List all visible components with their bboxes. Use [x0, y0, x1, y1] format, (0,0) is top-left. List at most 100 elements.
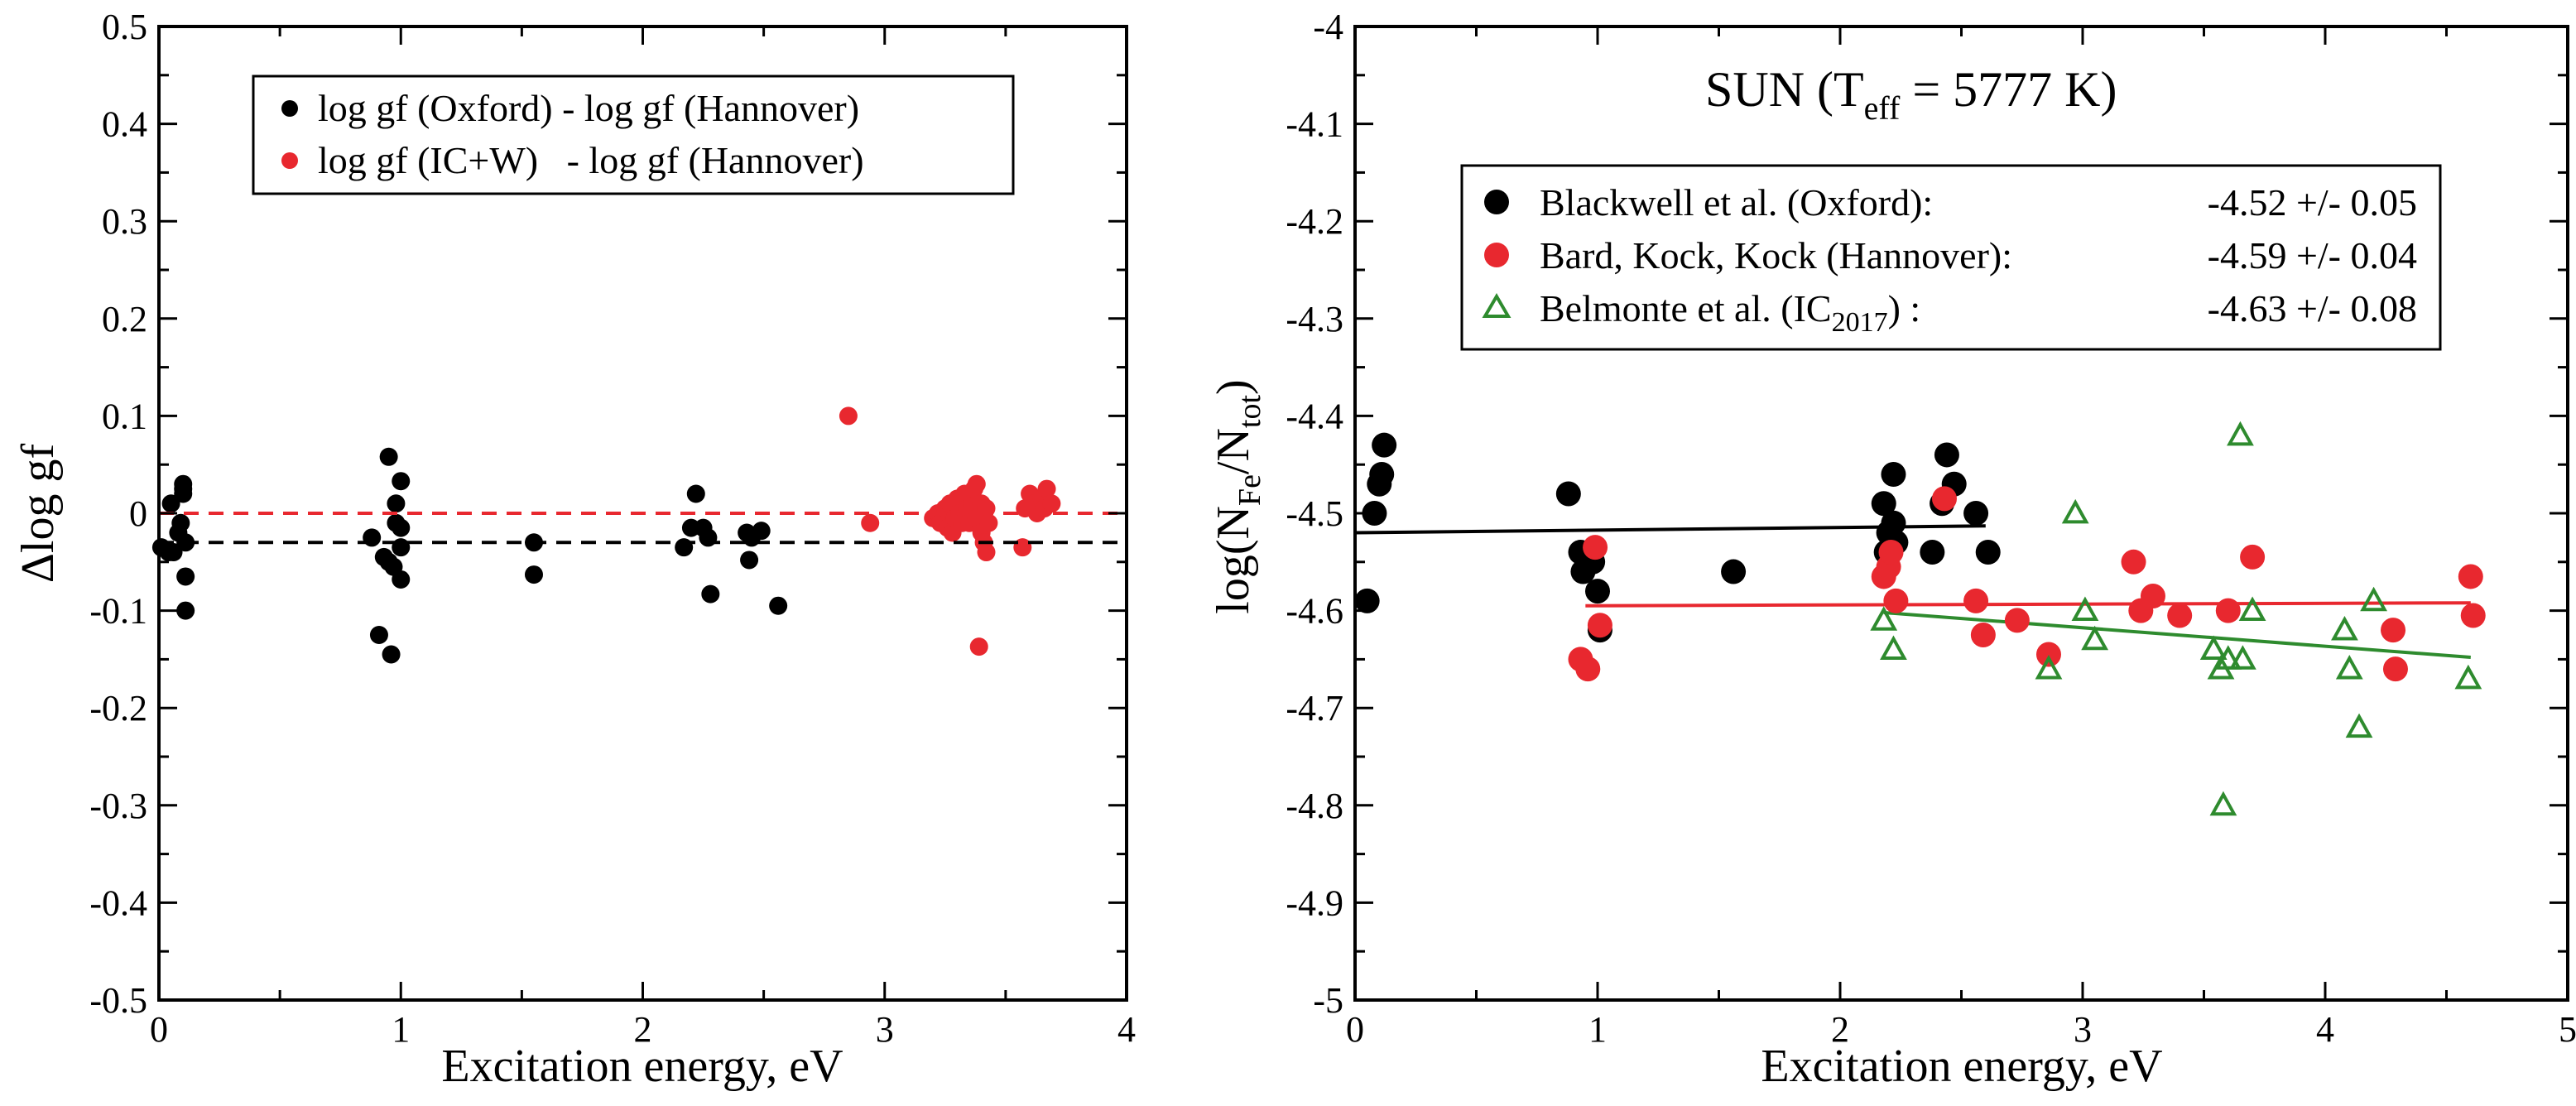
left-point-series-1 [979, 513, 998, 532]
right-x-tick-label: 0 [1346, 1009, 1364, 1050]
left-x-tick-label: 3 [876, 1009, 894, 1050]
left-point-series-1 [1037, 479, 1056, 498]
left-legend-label-oxford: log gf (Oxford) - log gf (Hannover) [318, 87, 859, 129]
right-point-series-2 [2331, 616, 2358, 641]
right-x-tick-label: 2 [1831, 1009, 1849, 1050]
left-plot-frame [157, 25, 1128, 1002]
right-point-series-0 [1362, 501, 1387, 526]
right-point-series-2 [2081, 625, 2109, 651]
right-x-tick-label: 4 [2316, 1009, 2334, 1050]
right-legend-label-blackwell: Blackwell et al. (Oxford): [1540, 181, 1933, 224]
left-point-series-0 [379, 447, 398, 466]
left-y-tick-label: 0.3 [102, 201, 147, 242]
right-y-tick-label: -4.9 [1286, 882, 1343, 923]
right-point-series-0 [1354, 588, 1380, 613]
left-y-tick-label: 0.4 [102, 104, 147, 145]
right-y-tick-label: -4.4 [1286, 396, 1343, 436]
left-y-tick-label: -0.1 [89, 591, 147, 632]
right-point-series-1 [2167, 603, 2193, 628]
right-point-series-1 [1587, 613, 1612, 638]
left-point-series-0 [392, 570, 411, 589]
right-data-points [1354, 421, 2486, 816]
right-legend-value-bard: -4.59 +/- 0.04 [2208, 234, 2417, 276]
right-x-tick-label: 1 [1588, 1009, 1607, 1050]
right-point-series-0 [1372, 432, 1397, 458]
right-point-series-2 [2345, 713, 2373, 738]
left-x-tick-label: 0 [150, 1009, 168, 1050]
right-y-tick-label: -4.8 [1286, 786, 1343, 826]
right-point-series-2 [2238, 596, 2266, 621]
right-legend-marker-blackwell [1484, 190, 1509, 214]
left-y-tick-label: 0 [129, 493, 147, 534]
right-point-series-2 [2227, 421, 2254, 446]
right-y-tick-label: -4 [1313, 7, 1343, 47]
left-point-series-0 [174, 484, 193, 503]
right-y-tick-label: -5 [1313, 980, 1343, 1021]
left-point-series-0 [382, 645, 401, 664]
right-legend-label-bard: Bard, Kock, Kock (Hannover): [1540, 234, 2012, 276]
left-y-tick-label: 0.1 [102, 396, 147, 436]
right-plot-frame [1353, 25, 2569, 1002]
left-point-series-1 [969, 637, 988, 656]
right-legend-label-belmonte: Belmonte et al. (IC2017) : [1540, 287, 1920, 338]
right-point-series-1 [2240, 544, 2266, 570]
left-panel: 0 1 2 3 4 -0.5 -0.4 -0.3 -0.2 -0.1 0 0.1 0.2 0.3 0.4 0.… [12, 7, 1136, 1092]
right-y-axis-title: log(NFe/Ntot) [1208, 379, 1267, 613]
right-point-series-2 [2454, 664, 2482, 690]
right-y-tick-label: -4.7 [1286, 688, 1343, 729]
left-point-series-0 [701, 584, 720, 603]
right-point-series-2 [1870, 606, 1898, 631]
left-point-series-0 [161, 494, 180, 513]
right-x-tick-label: 5 [2559, 1009, 2576, 1050]
left-point-series-1 [839, 406, 858, 426]
left-point-series-0 [176, 567, 195, 586]
right-point-series-0 [1881, 510, 1906, 536]
right-point-series-0 [1871, 491, 1896, 517]
right-legend-value-blackwell: -4.52 +/- 0.05 [2208, 181, 2417, 224]
right-point-series-2 [2214, 645, 2242, 670]
right-y-tick-label: -4.6 [1286, 591, 1343, 632]
right-point-series-0 [1555, 481, 1581, 507]
left-legend: log gf (Oxford) - log gf (Hannover) log … [252, 75, 1015, 195]
right-point-series-1 [2140, 583, 2165, 608]
right-point-series-0 [1721, 559, 1747, 584]
left-y-tick-label: -0.4 [89, 882, 147, 923]
right-point-series-0 [1881, 461, 1906, 487]
right-point-series-1 [2382, 656, 2408, 682]
left-point-series-0 [686, 484, 705, 503]
left-point-series-0 [740, 551, 759, 570]
right-legend-marker-bard [1484, 243, 1509, 267]
right-point-series-2 [2209, 791, 2237, 816]
right-y-tick-label: -4.5 [1286, 493, 1343, 534]
right-point-series-0 [1934, 442, 1959, 468]
left-y-tick-label: 0.5 [102, 7, 147, 47]
left-point-series-0 [171, 513, 190, 532]
right-point-series-1 [2004, 608, 2030, 633]
right-point-series-1 [2381, 618, 2406, 643]
left-point-series-0 [752, 522, 771, 541]
left-y-tick-label: -0.2 [89, 688, 147, 729]
right-point-series-1 [1963, 588, 1989, 613]
right-fit-line-1 [1585, 601, 2471, 608]
left-legend-box [252, 75, 1015, 195]
right-point-series-1 [2458, 564, 2483, 589]
left-point-series-1 [1042, 494, 1061, 513]
left-x-tick-label: 1 [392, 1009, 410, 1050]
right-legend: Blackwell et al. (Oxford): -4.52 +/- 0.0… [1460, 164, 2442, 351]
right-point-series-2 [1880, 635, 1907, 661]
right-point-series-2 [2228, 645, 2256, 670]
left-x-tick-label: 2 [634, 1009, 652, 1050]
left-point-series-1 [967, 474, 986, 493]
right-point-series-1 [1931, 486, 1957, 512]
right-point-series-1 [1575, 656, 1601, 682]
left-point-series-1 [977, 543, 996, 562]
right-point-series-2 [2035, 655, 2063, 680]
right-point-series-2 [2071, 596, 2099, 621]
left-y-axis-title: Δlog gf [12, 444, 64, 584]
right-point-series-1 [1583, 535, 1608, 560]
left-mean-lines [159, 512, 1127, 545]
right-legend-box [1460, 164, 2442, 351]
right-legend-value-belmonte: -4.63 +/- 0.08 [2208, 287, 2417, 329]
right-point-series-1 [1883, 588, 1909, 613]
